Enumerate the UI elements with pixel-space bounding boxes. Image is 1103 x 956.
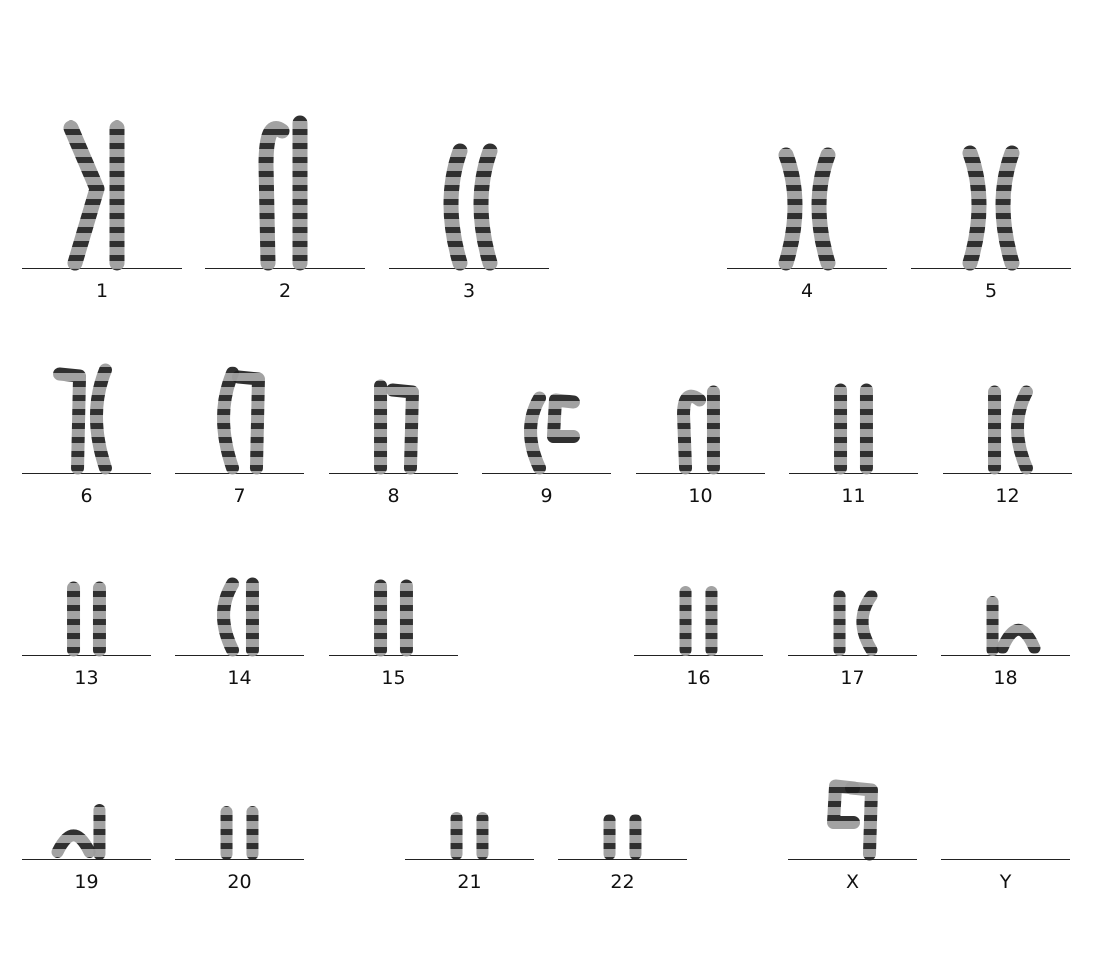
pair-label: 11: [841, 485, 866, 507]
pair-label: 10: [688, 485, 713, 507]
pair-baseline: [482, 473, 611, 474]
pair-label: 14: [227, 667, 252, 689]
pair-baseline: [943, 473, 1072, 474]
chromosome-12-copy-2: [1010, 385, 1033, 475]
chromosome-5-copy-2: [995, 145, 1020, 271]
pair-label: 12: [995, 485, 1020, 507]
chromosome-19-copy-1: [51, 829, 96, 858]
chromosome-X-copy-2: [844, 781, 878, 861]
pair-baseline: [789, 473, 918, 474]
chromosome-5-copy-1: [962, 145, 987, 271]
pair-baseline: [788, 655, 917, 656]
pair-label: Y: [999, 871, 1012, 893]
pair-baseline: [22, 859, 151, 860]
pair-baseline: [175, 655, 304, 656]
pair-label: 6: [80, 485, 93, 507]
chromosome-14-copy-1: [217, 577, 240, 657]
chromosome-18-copy-2: [996, 624, 1041, 654]
pair-label: 4: [800, 280, 814, 302]
chromosome-6-copy-1: [53, 367, 87, 475]
chromosome-7-copy-1: [217, 366, 240, 475]
chromosome-9-copy-1: [524, 391, 547, 475]
pair-baseline: [329, 473, 458, 474]
chromosome-10-copy-1: [677, 389, 707, 475]
pair-baseline: [329, 655, 458, 656]
pair-label: 13: [74, 667, 99, 689]
pair-label: 1: [95, 280, 109, 302]
pair-baseline: [22, 655, 151, 656]
chromosome-X-copy-1: [827, 779, 861, 829]
chromosome-1-copy-1: [63, 120, 105, 271]
pair-baseline: [788, 859, 917, 860]
pair-label: X: [845, 871, 860, 893]
chromosome-8-copy-2: [385, 383, 419, 475]
pair-label: 20: [227, 871, 252, 893]
pair-label: 22: [610, 871, 635, 893]
chromosome-17-copy-2: [856, 590, 878, 656]
pair-baseline: [175, 473, 304, 474]
pair-baseline: [22, 473, 151, 474]
chromosome-4-copy-1: [778, 147, 803, 271]
pair-label: 21: [457, 871, 482, 893]
pair-baseline: [727, 268, 887, 269]
pair-baseline: [389, 268, 549, 269]
pair-baseline: [558, 859, 687, 860]
pair-baseline: [634, 655, 763, 656]
pair-baseline: [405, 859, 534, 860]
chromosome-7-copy-2: [231, 370, 265, 475]
pair-label: 16: [686, 667, 711, 689]
pair-label: 5: [984, 280, 998, 302]
pair-baseline: [636, 473, 765, 474]
chromosome-2-copy-1: [258, 121, 290, 271]
pair-label: 3: [462, 280, 476, 302]
chromosome-3-copy-1: [443, 143, 468, 271]
pair-label: 18: [993, 667, 1018, 689]
pair-baseline: [175, 859, 304, 860]
pair-label: 8: [387, 485, 400, 507]
chromosome-9-copy-2: [546, 393, 580, 443]
pair-label: 19: [74, 871, 99, 893]
pair-baseline: [911, 268, 1071, 269]
chromosome-6-copy-2: [90, 363, 112, 475]
pair-baseline: [941, 859, 1070, 860]
pair-baseline: [22, 268, 182, 269]
pair-label: 7: [233, 485, 246, 507]
pair-label: 9: [540, 485, 553, 507]
pair-baseline: [941, 655, 1070, 656]
pair-label: 2: [278, 280, 292, 302]
chromosome-3-copy-2: [473, 143, 498, 271]
pair-label: 17: [840, 667, 865, 689]
pair-baseline: [205, 268, 365, 269]
pair-label: 15: [381, 667, 406, 689]
chromosome-4-copy-2: [811, 147, 836, 271]
